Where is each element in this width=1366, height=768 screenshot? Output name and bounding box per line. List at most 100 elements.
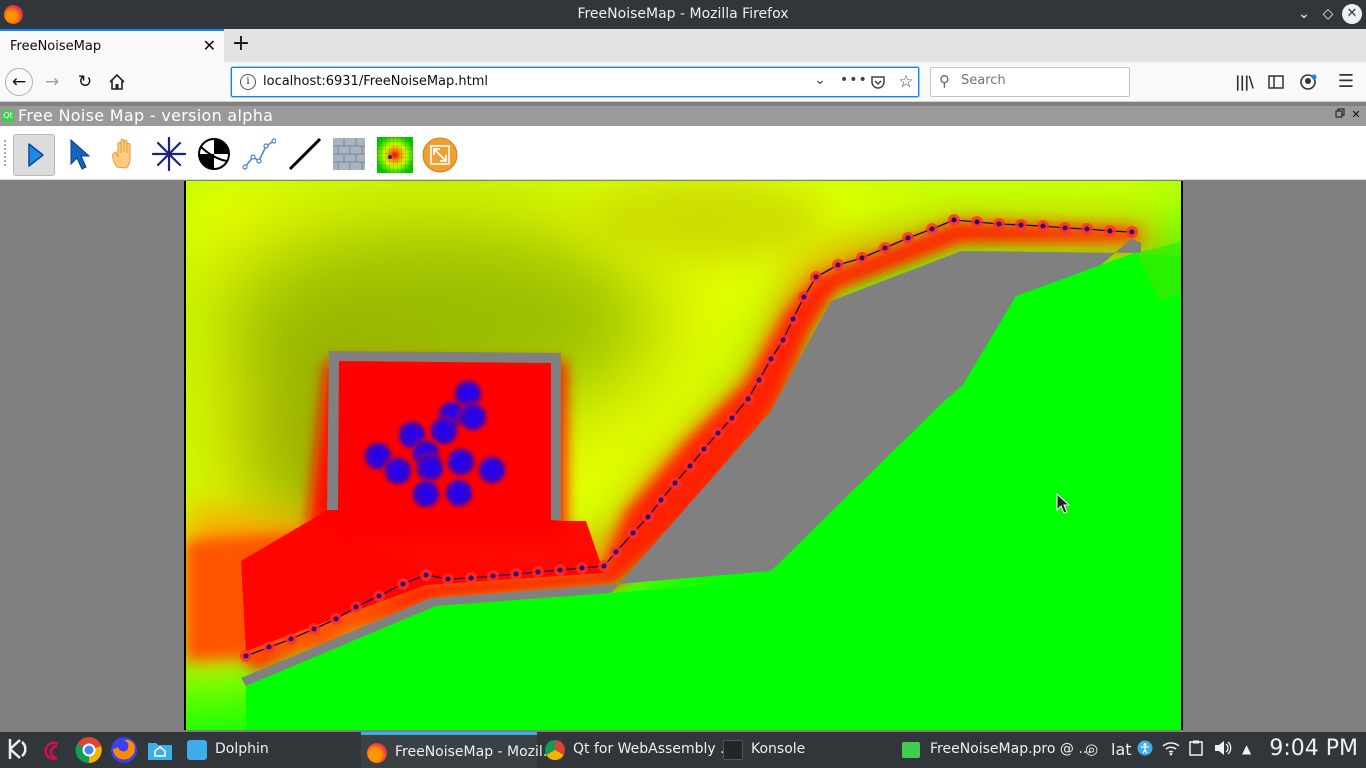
forward-button[interactable]: → (44, 72, 60, 92)
road-point[interactable] (445, 576, 451, 582)
pocket-icon[interactable] (868, 72, 888, 94)
road-point[interactable] (951, 217, 957, 223)
task-firefox[interactable]: FreeNoiseMap - Mozil... (361, 732, 556, 768)
receiver-tool-button[interactable] (194, 134, 236, 176)
road-point[interactable] (745, 396, 751, 402)
reload-button[interactable]: ↻ (77, 72, 93, 92)
task-chrome[interactable]: Qt for WebAssembly ... (539, 732, 733, 768)
site-info-icon[interactable]: i (240, 74, 256, 90)
new-tab-button[interactable]: + (231, 31, 251, 56)
road-point[interactable] (813, 274, 819, 280)
road-point[interactable] (780, 337, 786, 343)
clock[interactable]: 9:04 PM (1269, 736, 1358, 761)
chrome-launcher[interactable] (75, 736, 103, 764)
road-point[interactable] (658, 497, 664, 503)
noise-map-canvas[interactable] (184, 181, 1183, 730)
debian-launcher[interactable] (40, 736, 68, 764)
road-point[interactable] (1062, 225, 1068, 231)
road-point[interactable] (715, 430, 721, 436)
road-point[interactable] (882, 245, 888, 251)
road-point[interactable] (400, 581, 406, 587)
road-line-source[interactable] (245, 219, 1133, 657)
firefox-launcher[interactable] (110, 736, 138, 764)
kde-menu-button[interactable] (6, 736, 34, 764)
pan-tool-button[interactable] (104, 134, 146, 176)
maximize-button[interactable]: ◇ (1322, 6, 1334, 22)
minimize-button[interactable]: ⌄ (1298, 6, 1310, 22)
road-point[interactable] (1107, 228, 1113, 234)
road-point[interactable] (1018, 222, 1024, 228)
road-point[interactable] (311, 626, 317, 632)
road-point[interactable] (756, 377, 762, 383)
clipboard-icon[interactable] (1189, 740, 1203, 760)
task-dolphin[interactable]: Dolphin (181, 732, 358, 768)
page-actions-icon[interactable]: ••• (840, 72, 868, 88)
home-folder-launcher[interactable] (146, 736, 174, 764)
account-icon[interactable] (1296, 70, 1320, 94)
wifi-icon[interactable] (1162, 740, 1180, 760)
restore-icon[interactable] (1333, 108, 1347, 122)
road-point[interactable] (423, 572, 429, 578)
noise-map[interactable] (186, 181, 1183, 730)
wall-tool-button[interactable] (329, 134, 371, 176)
road-point[interactable] (801, 294, 807, 300)
home-button[interactable] (103, 68, 131, 96)
road-point[interactable] (672, 480, 678, 486)
keyboard-layout[interactable]: lat (1111, 740, 1132, 759)
dropdown-chevron-icon[interactable]: ⌄ (814, 72, 826, 88)
road-point[interactable] (490, 573, 496, 579)
road-point[interactable] (333, 616, 339, 622)
road-point[interactable] (701, 446, 707, 452)
road-point[interactable] (1129, 229, 1135, 235)
url-text[interactable]: localhost:6931/FreeNoiseMap.html (263, 74, 489, 89)
road-point[interactable] (1084, 226, 1090, 232)
road-point[interactable] (353, 604, 359, 610)
select-tool-button[interactable] (59, 134, 101, 176)
close-window-button[interactable]: ✕ (1342, 4, 1362, 24)
tray-expand-icon[interactable]: ▲ (1242, 742, 1252, 756)
browser-tab[interactable]: FreeNoiseMap ✕ (0, 29, 224, 62)
road-point[interactable] (535, 569, 541, 575)
road-point[interactable] (630, 530, 636, 536)
road-point[interactable] (266, 644, 272, 650)
road-point[interactable] (687, 463, 693, 469)
updates-icon[interactable]: ◎ (1085, 740, 1099, 758)
library-icon[interactable]: |||\ (1235, 73, 1254, 91)
search-bar[interactable]: ⚲ (930, 67, 1130, 97)
road-point[interactable] (905, 235, 911, 241)
road-point[interactable] (579, 565, 585, 571)
point-source-tool-button[interactable] (149, 134, 191, 176)
road-point[interactable] (729, 415, 735, 421)
app-close-icon[interactable]: ✕ (1351, 108, 1361, 121)
run-tool-button[interactable] (13, 134, 55, 176)
menu-icon[interactable]: ☰ (1337, 71, 1355, 92)
road-point[interactable] (974, 219, 980, 225)
line-tool-button[interactable] (284, 134, 326, 176)
road-point[interactable] (376, 593, 382, 599)
road-point[interactable] (613, 549, 619, 555)
task-konsole[interactable]: Konsole (717, 732, 893, 768)
road-point[interactable] (468, 575, 474, 581)
task-qtcreator[interactable]: FreeNoiseMap.pro @ ... (896, 732, 1092, 768)
road-point[interactable] (601, 563, 607, 569)
sidebar-icon[interactable] (1264, 70, 1288, 94)
road-point[interactable] (929, 226, 935, 232)
volume-icon[interactable] (1214, 740, 1232, 760)
road-point[interactable] (243, 653, 249, 659)
road-point[interactable] (768, 356, 774, 362)
road-point[interactable] (645, 514, 651, 520)
bookmark-star-icon[interactable]: ☆ (898, 72, 914, 92)
road-point[interactable] (1040, 223, 1046, 229)
toolbar-grip[interactable] (4, 140, 7, 166)
fit-view-tool-button[interactable] (419, 134, 461, 176)
search-input[interactable] (961, 73, 1121, 88)
noise-barrier-wall[interactable] (241, 239, 1141, 686)
heatmap-tool-button[interactable] (374, 134, 416, 176)
polyline-tool-button[interactable] (239, 134, 281, 176)
road-point[interactable] (996, 221, 1002, 227)
accessibility-icon[interactable] (1137, 740, 1153, 760)
road-point[interactable] (288, 636, 294, 642)
road-point[interactable] (835, 262, 841, 268)
close-tab-icon[interactable]: ✕ (202, 36, 216, 55)
road-point[interactable] (513, 571, 519, 577)
